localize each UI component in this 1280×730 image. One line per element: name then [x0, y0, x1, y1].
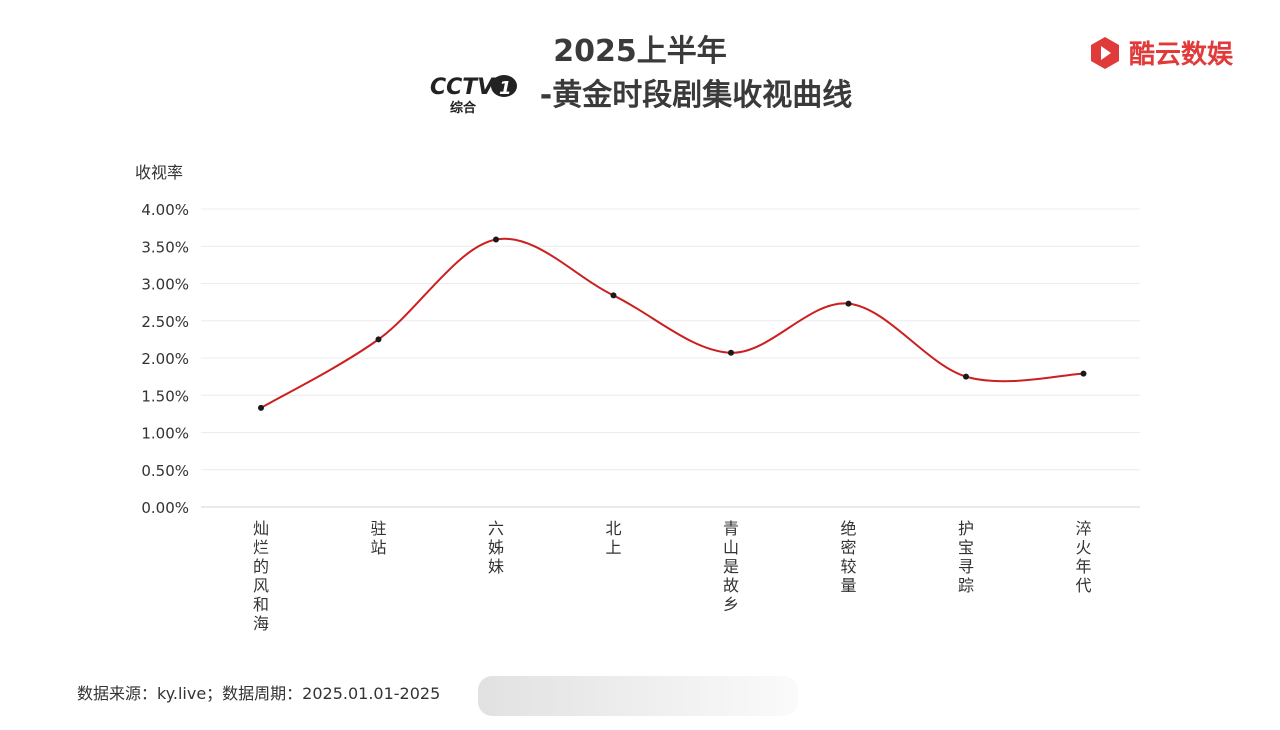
x-tick-label: 绝密较量 — [840, 519, 856, 595]
x-tick-label: 灿烂的风和海 — [253, 519, 269, 633]
data-point — [375, 336, 382, 343]
y-tick-label: 0.00% — [141, 499, 189, 517]
data-point — [493, 236, 499, 243]
y-tick-label: 1.50% — [141, 387, 189, 405]
data-source-note: 数据来源：ky.live；数据周期：2025.01.01-2025 — [77, 684, 441, 703]
x-tick-label: 北上 — [605, 519, 621, 557]
cctv1-logo-icon: CCTV 1 综合 — [430, 75, 517, 114]
series-lines — [260, 237, 1084, 409]
gridlines — [201, 208, 1140, 508]
cctv-logo-sub: 综合 — [450, 100, 477, 114]
data-point — [845, 300, 852, 307]
brand-name: 酷云数娱 — [1129, 40, 1234, 70]
y-axis-ticks: 0.00% 0.50% 1.00% 1.50% 2.00% 2.50% 3.00% 3.50%… — [141, 201, 189, 517]
brand-logo: 酷云数娱 — [1087, 34, 1233, 71]
y-tick-label: 3.50% — [141, 238, 189, 256]
chart-title-row: CCTV 1 综合 -黄金时段剧集收视曲线 — [0, 70, 1280, 114]
y-tick-label: 2.50% — [141, 313, 189, 331]
data-point — [728, 349, 734, 356]
cctv-logo-number: 1 — [499, 78, 512, 99]
x-tick-label: 青山是故乡 — [723, 519, 739, 614]
y-tick-label: 4.00% — [141, 201, 189, 219]
blurred-watermark — [478, 676, 798, 716]
y-tick-label: 2.00% — [141, 350, 189, 368]
y-axis-label: 收视率 — [135, 163, 183, 182]
x-tick-label: 六姊妹 — [488, 519, 504, 576]
chart-title-line1: 2025上半年 — [553, 34, 727, 69]
x-tick-label: 护宝寻踪 — [958, 519, 974, 595]
data-point — [258, 404, 264, 411]
x-tick-label: 淬火年代 — [1075, 519, 1091, 595]
data-point — [963, 373, 969, 380]
y-tick-label: 3.00% — [141, 276, 189, 294]
data-points — [258, 236, 1087, 411]
cctv-logo-text: CCTV — [430, 75, 496, 100]
x-axis-ticks: 灿烂的风和海 驻站 六姊妹 北上 青山是故乡 绝密较量 护宝寻踪 淬火年代 — [253, 519, 1092, 633]
y-tick-label: 0.50% — [141, 462, 189, 480]
series-line — [260, 237, 1084, 409]
chart-title-line2: -黄金时段剧集收视曲线 — [539, 78, 853, 113]
x-tick-label: 驻站 — [370, 519, 386, 557]
brand-logo-icon — [1091, 36, 1119, 69]
data-point — [1080, 370, 1087, 377]
data-point — [610, 292, 617, 299]
y-tick-label: 1.00% — [141, 425, 189, 443]
